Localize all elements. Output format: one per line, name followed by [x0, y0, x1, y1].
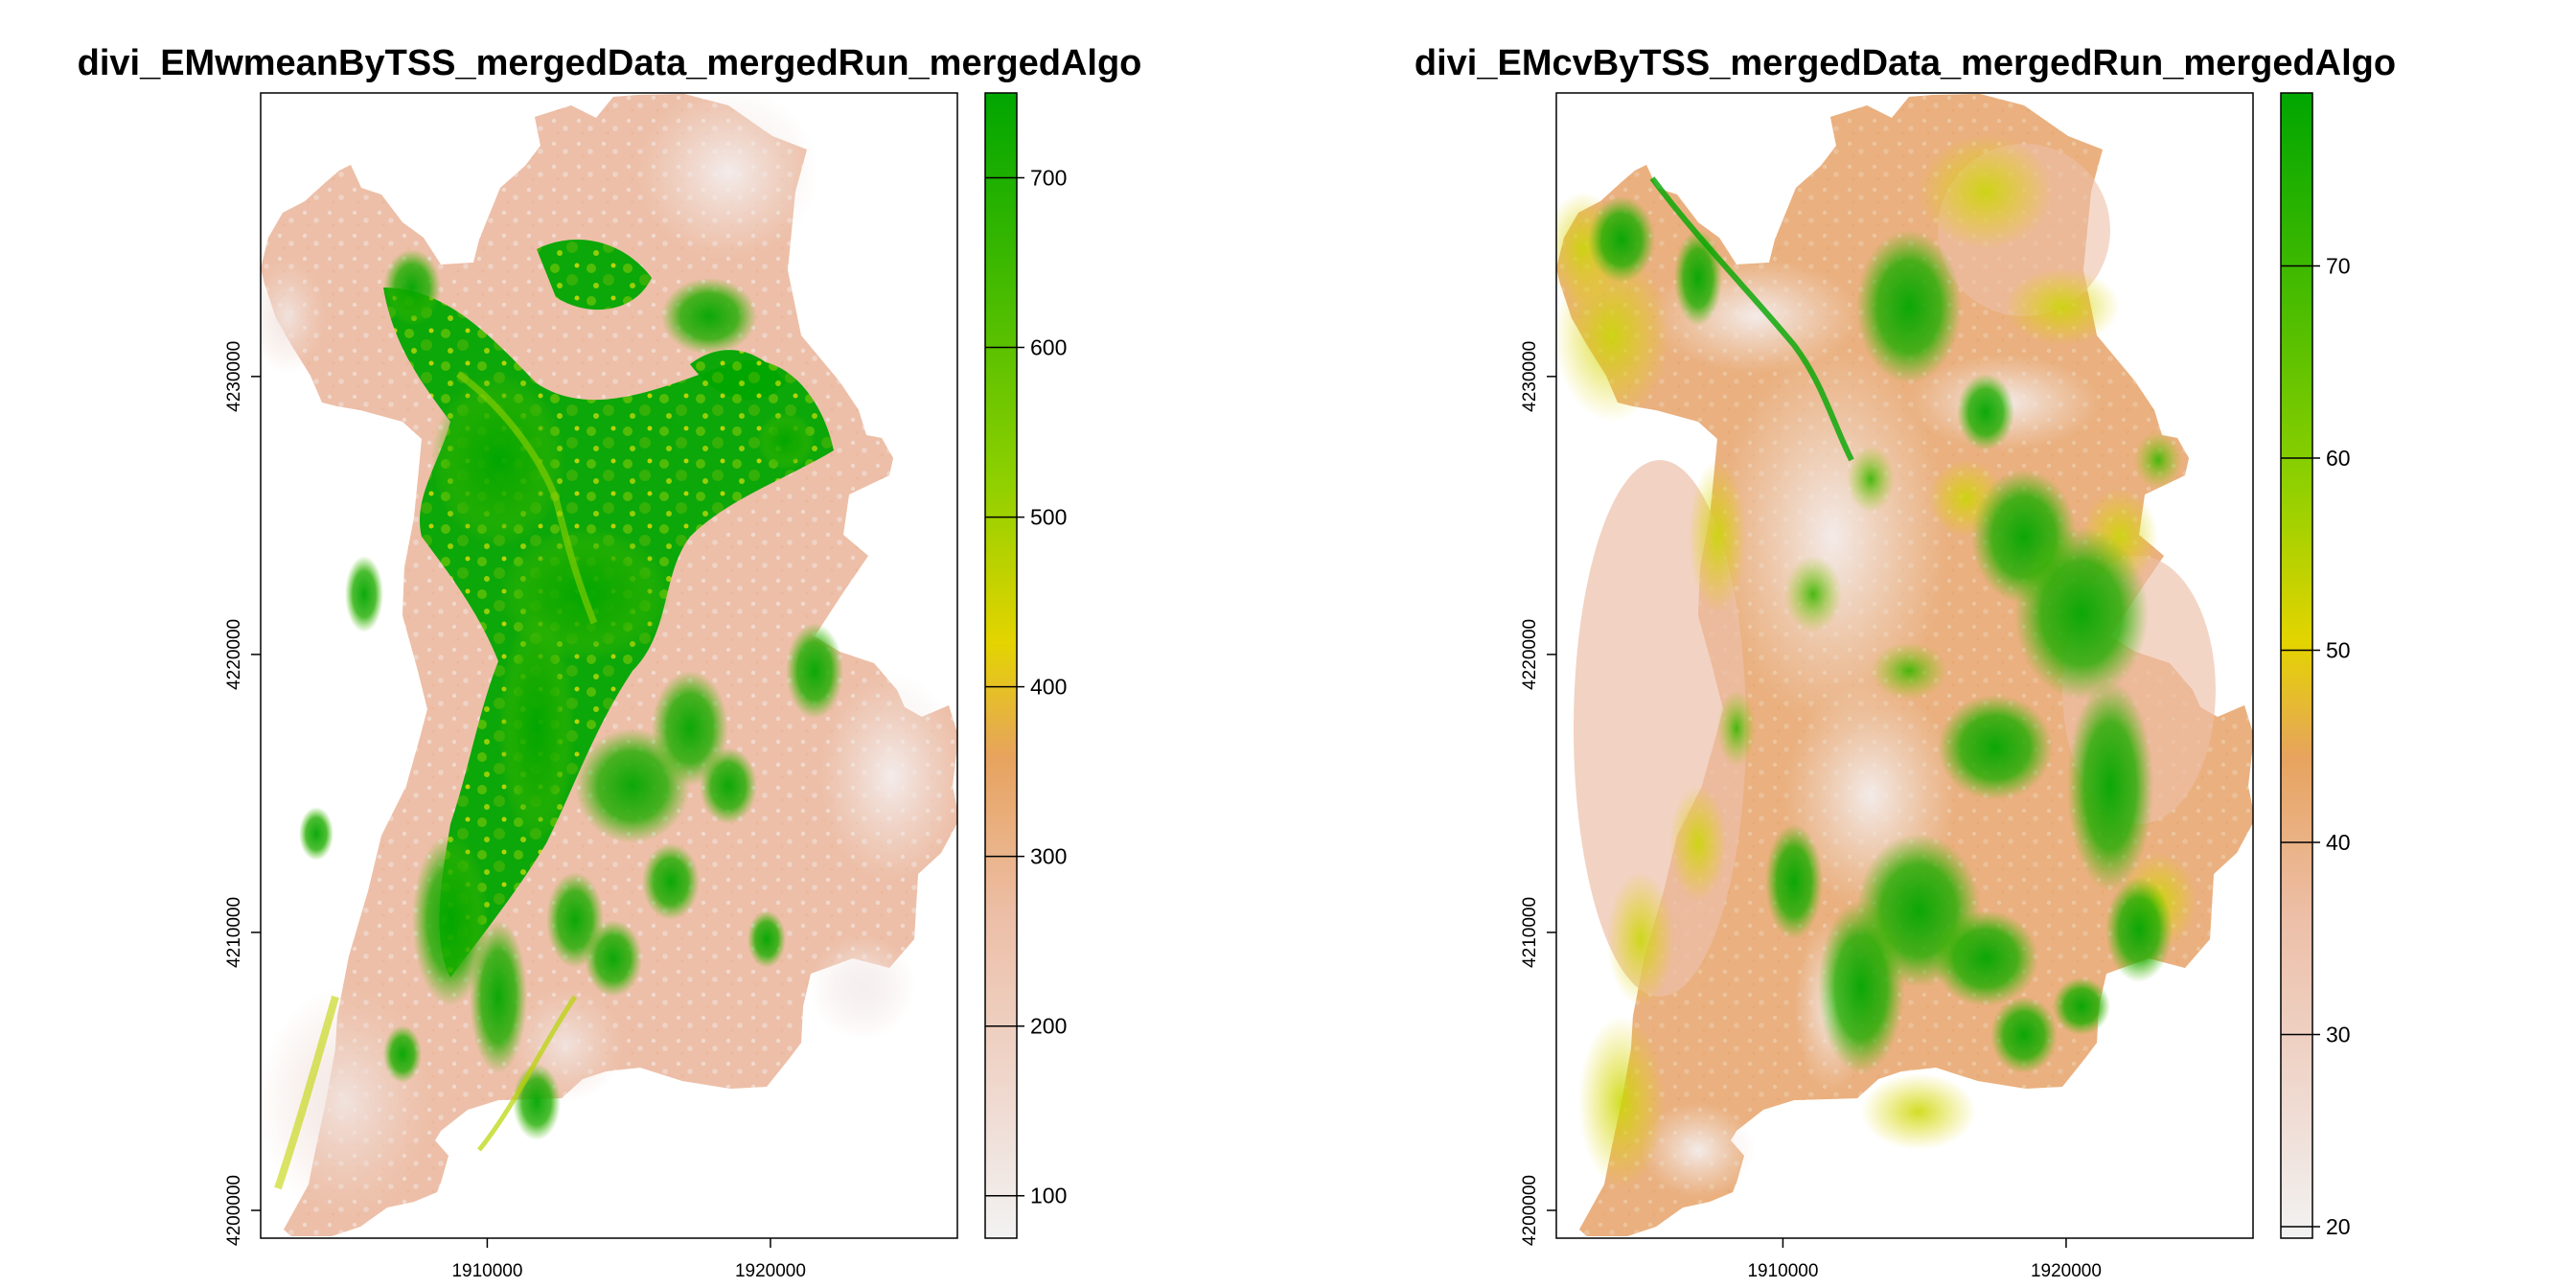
- legend-tick-label: 600: [1030, 335, 1067, 360]
- raster-map: [1556, 94, 2253, 1236]
- y-tick-label: 4220000: [224, 619, 244, 690]
- legend-tick-label: 200: [1030, 1014, 1067, 1039]
- legend-tick-label: 20: [2326, 1214, 2351, 1239]
- panel-title: divi_EMcvByTSS_mergedData_mergedRun_merg…: [1414, 43, 2396, 83]
- x-tick-label: 1910000: [1747, 1261, 1818, 1281]
- plot-frame: [260, 92, 958, 1239]
- legend-colorbar: 20 30 40 50 60 70: [2280, 92, 2351, 1239]
- y-tick-label: 4230000: [1520, 341, 1540, 412]
- y-tick-label: 4210000: [1520, 897, 1540, 968]
- legend-tick-label: 70: [2326, 253, 2351, 278]
- legend-gradient: [984, 92, 1018, 1239]
- legend-tick-label: 50: [2326, 637, 2351, 662]
- panel-2: divi_EMcvByTSS_mergedData_mergedRun_merg…: [1414, 43, 2396, 1281]
- legend-tick-label: 400: [1030, 675, 1067, 700]
- legend-tick-label: 60: [2326, 446, 2351, 471]
- y-tick-label: 4210000: [224, 897, 244, 968]
- legend-tick-label: 500: [1030, 505, 1067, 530]
- legend-gradient: [2280, 92, 2313, 1239]
- legend-tick-label: 700: [1030, 166, 1067, 191]
- panel-1: divi_EMwmeanByTSS_mergedData_mergedRun_m…: [78, 43, 1142, 1281]
- plot-frame: [1555, 92, 2254, 1239]
- legend-tick-label: 300: [1030, 844, 1067, 869]
- panel-title: divi_EMwmeanByTSS_mergedData_mergedRun_m…: [78, 43, 1142, 83]
- legend-tick-label: 100: [1030, 1184, 1067, 1208]
- raster-map: [261, 93, 957, 1236]
- legend-colorbar: 100 200 300 400 500 600 700: [984, 92, 1067, 1239]
- y-tick-label: 4230000: [224, 341, 244, 412]
- x-tick-label: 1920000: [735, 1261, 806, 1281]
- y-tick-label: 4220000: [1520, 619, 1540, 690]
- x-tick-label: 1910000: [451, 1261, 522, 1281]
- legend-tick-label: 40: [2326, 830, 2351, 855]
- x-tick-label: 1920000: [2031, 1261, 2102, 1281]
- y-tick-label: 4200000: [224, 1175, 244, 1246]
- legend-tick-label: 30: [2326, 1022, 2351, 1046]
- y-tick-label: 4200000: [1520, 1175, 1540, 1246]
